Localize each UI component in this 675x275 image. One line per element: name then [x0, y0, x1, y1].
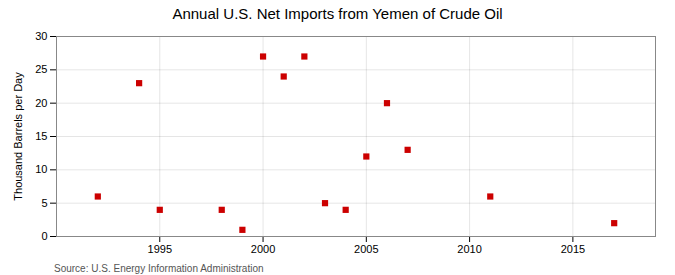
- svg-text:10: 10: [35, 163, 47, 175]
- svg-text:25: 25: [35, 63, 47, 75]
- svg-text:2000: 2000: [251, 243, 275, 255]
- html-text:Annual U.S. Net Imports from Y: Annual U.S. Net Imports from Yemen of Cr…: [172, 5, 503, 22]
- svg-text:2015: 2015: [561, 243, 585, 255]
- svg-text:2005: 2005: [354, 243, 378, 255]
- svg-text:2010: 2010: [457, 243, 481, 255]
- html-text:Source: U.S. Energy Informatio: Source: U.S. Energy Information Administ…: [54, 263, 264, 274]
- svg-text:15: 15: [35, 130, 47, 142]
- svg-text:30: 30: [35, 30, 47, 42]
- svg-text:20: 20: [35, 97, 47, 109]
- svg-text:0: 0: [41, 230, 47, 242]
- svg-text:Thousand Barrels per Day: Thousand Barrels per Day: [12, 72, 24, 201]
- svg-text:5: 5: [41, 197, 47, 209]
- svg-text:1995: 1995: [148, 243, 172, 255]
